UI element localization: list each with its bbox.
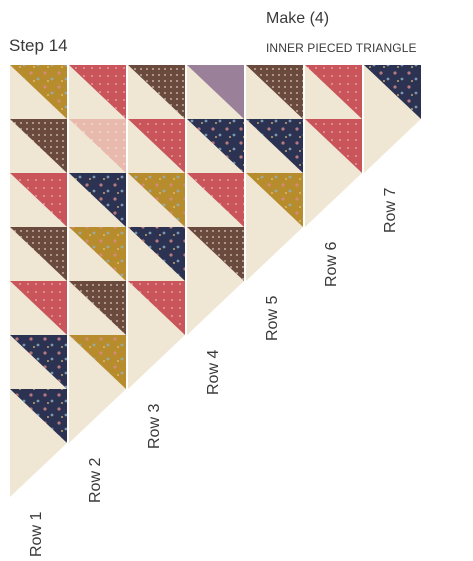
- row-7-label: Row 7: [382, 187, 399, 233]
- rose-print-texture: [10, 281, 67, 335]
- rose-print-texture: [305, 119, 362, 173]
- mustard-print-texture: [128, 173, 185, 227]
- make-quantity-label: Make (4): [266, 10, 330, 27]
- navy-print-texture: [128, 227, 185, 281]
- row-end-triangle: [10, 443, 67, 497]
- row-end-triangle: [128, 335, 185, 389]
- row-end-triangle: [364, 119, 421, 173]
- rose-print-texture: [305, 65, 362, 119]
- step-title: Step 14: [9, 36, 68, 55]
- mustard-print-texture: [246, 173, 303, 227]
- mustard-print-texture: [69, 227, 126, 281]
- row-3-label: Row 3: [146, 403, 163, 449]
- brown-print-texture: [128, 65, 185, 119]
- rose-print-texture: [69, 65, 126, 119]
- navy-print-texture: [364, 65, 421, 119]
- row-3-column: [128, 65, 185, 389]
- brown-print-texture: [69, 281, 126, 335]
- row-1-column: [10, 65, 67, 497]
- row-end-triangle: [187, 281, 244, 335]
- rose-print-texture: [128, 281, 185, 335]
- row-5-label: Row 5: [264, 295, 281, 341]
- brown-print-texture: [10, 227, 67, 281]
- navy-print-texture: [10, 335, 67, 389]
- navy-print-texture: [246, 119, 303, 173]
- row-end-triangle: [305, 173, 362, 227]
- brown-print-texture: [187, 227, 244, 281]
- row-2-column: [69, 65, 126, 443]
- row-6-label: Row 6: [323, 241, 340, 287]
- rose-print-texture: [187, 173, 244, 227]
- row-4-column: [187, 65, 244, 335]
- row-4-label: Row 4: [205, 349, 222, 395]
- mustard-print-texture: [10, 65, 67, 119]
- navy-print-texture: [187, 119, 244, 173]
- mauve-half-square: [187, 65, 244, 119]
- row-1-label: Row 1: [28, 511, 45, 557]
- navy-print-texture: [69, 173, 126, 227]
- rose-print-texture: [128, 119, 185, 173]
- row-6-column: [305, 65, 362, 227]
- row-2-label: Row 2: [87, 457, 104, 503]
- navy-print-texture: [10, 389, 67, 443]
- rose-print-texture: [10, 173, 67, 227]
- inner-pieced-triangle-subtitle: INNER PIECED TRIANGLE: [266, 41, 417, 55]
- brown-print-texture: [246, 65, 303, 119]
- row-5-column: [246, 65, 303, 281]
- mustard-print-texture: [69, 335, 126, 389]
- brown-print-texture: [10, 119, 67, 173]
- row-7-column: [364, 65, 421, 173]
- row-end-triangle: [246, 227, 303, 281]
- row-end-triangle: [69, 389, 126, 443]
- blush-print-texture: [69, 119, 126, 173]
